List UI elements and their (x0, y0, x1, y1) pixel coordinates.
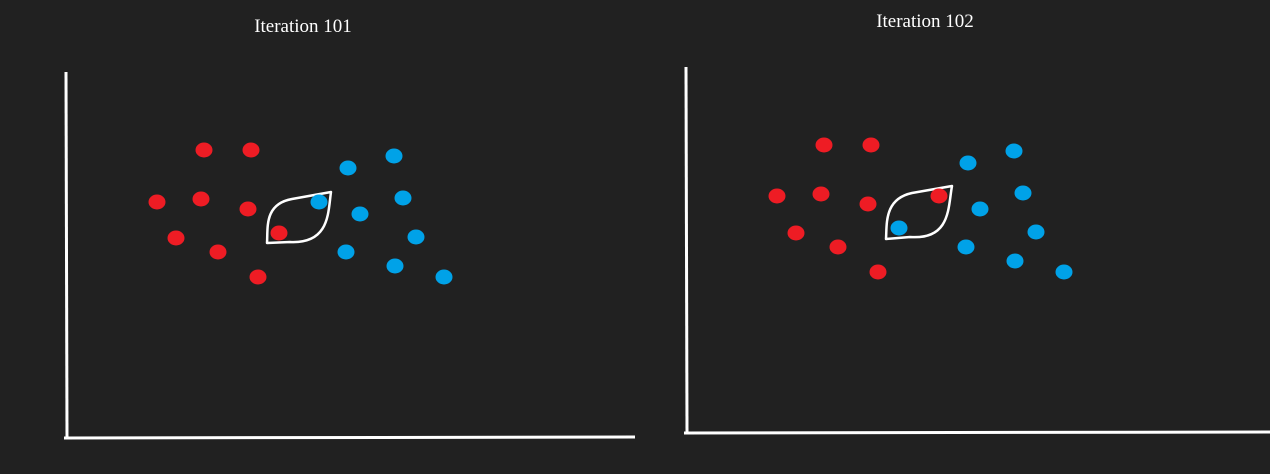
blue-point (435, 269, 453, 285)
decision-boundary (884, 184, 954, 241)
blue-point (1005, 143, 1023, 159)
blue-point (385, 148, 403, 164)
panel-title: Iteration 102 (876, 11, 974, 32)
red-point (768, 188, 786, 204)
red-point (270, 225, 288, 241)
red-point (815, 137, 833, 153)
red-point (787, 225, 805, 241)
red-point (242, 142, 260, 158)
panel-title: Iteration 101 (254, 16, 352, 37)
blue-point (337, 244, 355, 260)
red-point (930, 188, 948, 204)
blue-point (339, 160, 357, 176)
red-point (148, 194, 166, 210)
blue-point (957, 239, 975, 255)
panel-iteration-101: Iteration 101 (63, 16, 635, 440)
panel-iteration-102: Iteration 102 (635, 0, 1270, 474)
red-point (862, 137, 880, 153)
blue-point (971, 201, 989, 217)
x-axis (63, 435, 635, 440)
red-point (869, 264, 887, 280)
scatter-plot (683, 66, 1270, 435)
red-point (195, 142, 213, 158)
data-points (768, 137, 1073, 280)
blue-point (959, 155, 977, 171)
red-point (209, 244, 227, 260)
y-axis (64, 71, 69, 439)
blue-point (386, 258, 404, 274)
red-point (239, 201, 257, 217)
blue-point (394, 190, 412, 206)
y-axis (684, 66, 689, 434)
red-point (812, 186, 830, 202)
blue-point (310, 194, 328, 210)
scatter-plot (63, 71, 635, 440)
red-point (829, 239, 847, 255)
red-point (859, 196, 877, 212)
red-point (249, 269, 267, 285)
blue-point (890, 220, 908, 236)
red-point (192, 191, 210, 207)
decision-boundary (265, 190, 333, 245)
blue-point (1006, 253, 1024, 269)
x-axis (683, 430, 1270, 435)
red-point (167, 230, 185, 246)
blue-point (1055, 264, 1073, 280)
data-points (148, 142, 453, 285)
blue-point (1014, 185, 1032, 201)
blue-point (1027, 224, 1045, 240)
blue-point (407, 229, 425, 245)
blue-point (351, 206, 369, 222)
